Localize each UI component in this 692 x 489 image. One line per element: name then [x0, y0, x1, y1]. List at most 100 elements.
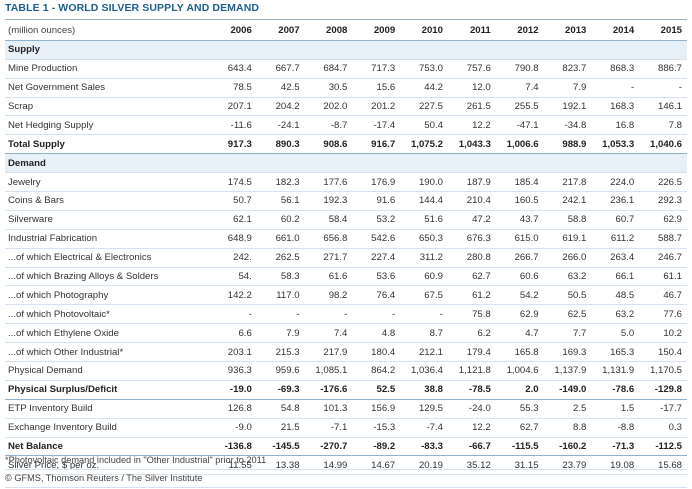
cell-value: -270.7: [304, 437, 353, 457]
cell-value: 266.0: [543, 248, 592, 268]
cell-value: 50.5: [543, 285, 592, 306]
cell-value: -78.6: [591, 380, 640, 400]
cell-value: 1,170.5: [639, 361, 687, 381]
year-header: 2011: [447, 22, 496, 41]
row-label: Exchange Inventory Build: [5, 418, 209, 438]
cell-value: 60.6: [495, 267, 544, 287]
cell-value: 215.3: [256, 342, 305, 363]
row-label: Net Hedging Supply: [5, 115, 209, 136]
cell-value: 611.2: [591, 229, 640, 249]
cell-value: 936.3: [209, 361, 257, 381]
cell-value: 8.7: [400, 323, 448, 344]
cell-value: 23.79: [543, 455, 592, 476]
cell-value: 2.0: [495, 380, 544, 400]
year-header: 2007: [256, 22, 305, 41]
cell-value: 56.1: [256, 191, 305, 211]
table-row: Silver Price, $ per oz. 11.55 13.38 14.99 14…: [5, 455, 687, 476]
cell-value: 1,085.1: [304, 361, 353, 381]
cell-value: 156.9: [352, 399, 401, 419]
cell-value: 619.1: [543, 229, 592, 249]
cell-value: 14.67: [352, 455, 401, 476]
cell-value: -8.8: [591, 418, 640, 438]
cell-value: 542.6: [352, 229, 401, 249]
unit-label: (million ounces): [5, 22, 209, 41]
table-row: Silverware 62.1 60.2 58.4 53.2 51.6 47.2 43.7 58…: [5, 210, 687, 230]
cell-value: 916.7: [352, 134, 401, 155]
cell-value: -47.1: [495, 115, 544, 136]
cell-value: 30.5: [304, 78, 353, 98]
cell-value: 35.12: [447, 455, 496, 476]
cell-value: -89.2: [352, 437, 401, 457]
cell-value: -34.8: [543, 115, 592, 136]
cell-value: 126.8: [209, 399, 257, 419]
cell-value: 12.2: [447, 418, 496, 438]
cell-value: 8.8: [543, 418, 592, 438]
cell-value: 31.15: [495, 455, 544, 476]
cell-value: -145.5: [256, 437, 305, 457]
cell-value: 54.: [209, 267, 257, 287]
cell-value: -8.7: [304, 115, 353, 136]
cell-value: 6.2: [447, 323, 496, 344]
cell-value: 76.4: [352, 285, 401, 306]
year-header: 2006: [209, 22, 257, 41]
cell-value: 160.5: [495, 191, 544, 211]
cell-value: 20.19: [400, 455, 448, 476]
cell-value: 101.3: [304, 399, 353, 419]
table-row: Exchange Inventory Build -9.0 21.5 -7.1 -15.…: [5, 418, 687, 438]
year-header: 2009: [352, 22, 401, 41]
cell-value: -7.4: [400, 418, 448, 438]
cell-value: 311.2: [400, 248, 448, 268]
cell-value: 61.6: [304, 267, 353, 287]
cell-value: 7.9: [543, 78, 592, 98]
cell-value: 217.9: [304, 342, 353, 363]
cell-value: 643.4: [209, 59, 257, 79]
cell-value: 753.0: [400, 59, 448, 79]
table-row: Physical Surplus/Deficit -19.0 -69.3 -176.6…: [5, 380, 687, 400]
cell-value: -149.0: [543, 380, 592, 400]
cell-value: 60.2: [256, 210, 305, 230]
cell-value: 1,004.6: [495, 361, 544, 381]
cell-value: -78.5: [447, 380, 496, 400]
cell-value: 150.4: [639, 342, 687, 363]
row-label: Physical Surplus/Deficit: [5, 380, 209, 400]
cell-value: 62.9: [495, 304, 544, 325]
cell-value: 176.9: [352, 172, 401, 193]
cell-value: 7.4: [304, 323, 353, 344]
cell-value: -69.3: [256, 380, 305, 400]
cell-value: 227.5: [400, 97, 448, 117]
table-row: Physical Demand 936.3 959.6 1,085.1 864.2 1,0…: [5, 361, 687, 381]
cell-value: 55.3: [495, 399, 544, 419]
table-row: Coins & Bars 50.7 56.1 192.3 91.6 144.4 210.4 1…: [5, 191, 687, 211]
cell-value: -17.7: [639, 399, 687, 419]
row-label: Net Balance: [5, 437, 209, 457]
row-label: Silverware: [5, 210, 209, 230]
cell-value: 0.3: [639, 418, 687, 438]
cell-value: 91.6: [352, 191, 401, 211]
cell-value: 717.3: [352, 59, 401, 79]
cell-value: 165.8: [495, 342, 544, 363]
table-row: ETP Inventory Build 126.8 54.8 101.3 156.9 12…: [5, 399, 687, 419]
cell-value: 5.0: [591, 323, 640, 344]
cell-value: 7.4: [495, 78, 544, 98]
cell-value: 868.3: [591, 59, 640, 79]
cell-value: -71.3: [591, 437, 640, 457]
cell-value: 864.2: [352, 361, 401, 381]
row-label: Physical Demand: [5, 361, 209, 381]
table-row: Jewelry 174.5 182.3 177.6 176.9 190.0 187.9 185…: [5, 172, 687, 193]
cell-value: 242.1: [543, 191, 592, 211]
cell-value: 10.2: [639, 323, 687, 344]
cell-value: 650.3: [400, 229, 448, 249]
row-label: ETP Inventory Build: [5, 399, 209, 419]
cell-value: 60.9: [400, 267, 448, 287]
cell-value: 61.1: [639, 267, 687, 287]
cell-value: 207.1: [209, 97, 257, 117]
cell-value: 667.7: [256, 59, 305, 79]
cell-value: 988.9: [543, 134, 592, 155]
cell-value: 54.2: [495, 285, 544, 306]
cell-value: 202.0: [304, 97, 353, 117]
table-row: Total Supply 917.3 890.3 908.6 916.7 1,075.2 1…: [5, 134, 687, 155]
cell-value: -: [209, 304, 257, 325]
cell-value: 12.2: [447, 115, 496, 136]
cell-value: 66.1: [591, 267, 640, 287]
